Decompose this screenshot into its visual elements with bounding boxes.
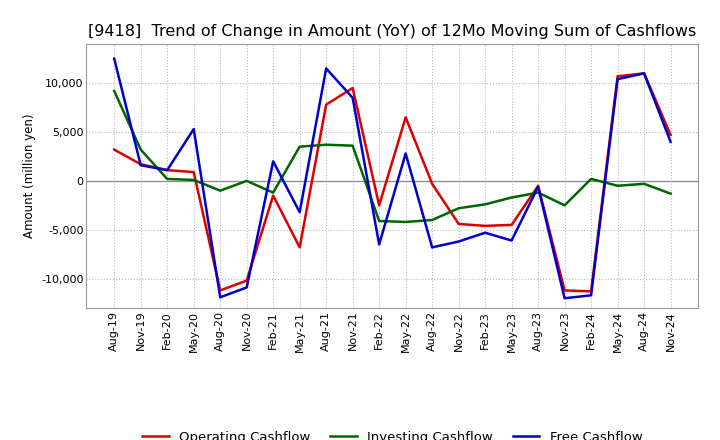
- Free Cashflow: [189, 126, 198, 132]
- Investing Cashflow: [481, 202, 490, 207]
- Investing Cashflow: [375, 218, 384, 224]
- Operating Cashflow: [216, 288, 225, 293]
- Operating Cashflow: [428, 181, 436, 187]
- Title: [9418]  Trend of Change in Amount (YoY) of 12Mo Moving Sum of Cashflows: [9418] Trend of Change in Amount (YoY) o…: [89, 24, 696, 39]
- Investing Cashflow: [401, 219, 410, 224]
- Investing Cashflow: [613, 183, 622, 188]
- Operating Cashflow: [375, 203, 384, 208]
- Investing Cashflow: [269, 190, 277, 195]
- Investing Cashflow: [454, 205, 463, 211]
- Operating Cashflow: [534, 183, 542, 188]
- Free Cashflow: [375, 242, 384, 247]
- Operating Cashflow: [454, 221, 463, 227]
- Free Cashflow: [428, 245, 436, 250]
- Investing Cashflow: [216, 188, 225, 193]
- Operating Cashflow: [110, 147, 119, 152]
- Free Cashflow: [401, 151, 410, 156]
- Operating Cashflow: [560, 288, 569, 293]
- Operating Cashflow: [189, 169, 198, 175]
- Free Cashflow: [640, 71, 649, 76]
- Free Cashflow: [454, 239, 463, 244]
- Operating Cashflow: [322, 102, 330, 107]
- Investing Cashflow: [189, 177, 198, 183]
- Operating Cashflow: [481, 223, 490, 228]
- Free Cashflow: [136, 163, 145, 168]
- Investing Cashflow: [110, 88, 119, 94]
- Free Cashflow: [269, 159, 277, 164]
- Free Cashflow: [508, 238, 516, 243]
- Operating Cashflow: [640, 71, 649, 76]
- Investing Cashflow: [136, 147, 145, 152]
- Investing Cashflow: [666, 191, 675, 196]
- Free Cashflow: [560, 296, 569, 301]
- Investing Cashflow: [295, 144, 304, 149]
- Free Cashflow: [295, 209, 304, 215]
- Free Cashflow: [243, 285, 251, 290]
- Operating Cashflow: [295, 245, 304, 250]
- Operating Cashflow: [243, 278, 251, 283]
- Investing Cashflow: [322, 142, 330, 147]
- Investing Cashflow: [534, 190, 542, 195]
- Line: Operating Cashflow: Operating Cashflow: [114, 73, 670, 291]
- Operating Cashflow: [666, 132, 675, 138]
- Operating Cashflow: [401, 115, 410, 120]
- Free Cashflow: [587, 293, 595, 298]
- Y-axis label: Amount (million yen): Amount (million yen): [22, 114, 35, 238]
- Free Cashflow: [348, 95, 357, 100]
- Operating Cashflow: [613, 73, 622, 79]
- Line: Free Cashflow: Free Cashflow: [114, 59, 670, 298]
- Free Cashflow: [666, 139, 675, 144]
- Legend: Operating Cashflow, Investing Cashflow, Free Cashflow: Operating Cashflow, Investing Cashflow, …: [137, 425, 648, 440]
- Investing Cashflow: [560, 203, 569, 208]
- Free Cashflow: [110, 56, 119, 61]
- Investing Cashflow: [163, 176, 171, 182]
- Free Cashflow: [613, 77, 622, 82]
- Investing Cashflow: [640, 181, 649, 187]
- Free Cashflow: [534, 184, 542, 189]
- Investing Cashflow: [587, 176, 595, 182]
- Line: Investing Cashflow: Investing Cashflow: [114, 91, 670, 222]
- Investing Cashflow: [428, 217, 436, 223]
- Operating Cashflow: [587, 289, 595, 294]
- Operating Cashflow: [136, 161, 145, 167]
- Free Cashflow: [163, 168, 171, 173]
- Free Cashflow: [216, 295, 225, 300]
- Operating Cashflow: [348, 85, 357, 91]
- Free Cashflow: [481, 230, 490, 235]
- Operating Cashflow: [508, 222, 516, 227]
- Free Cashflow: [322, 66, 330, 71]
- Investing Cashflow: [243, 178, 251, 183]
- Operating Cashflow: [163, 168, 171, 173]
- Investing Cashflow: [508, 195, 516, 200]
- Operating Cashflow: [269, 193, 277, 198]
- Investing Cashflow: [348, 143, 357, 148]
